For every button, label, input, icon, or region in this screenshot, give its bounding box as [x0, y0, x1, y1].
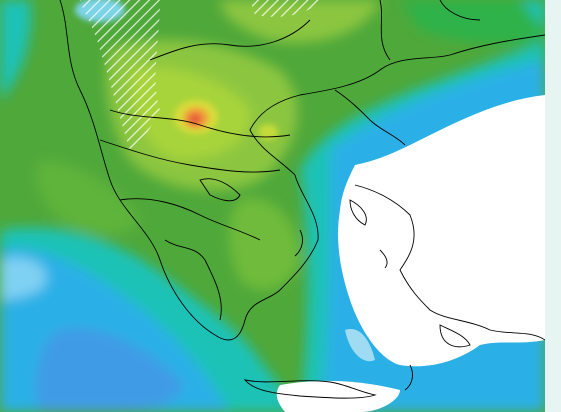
map-field — [0, 0, 545, 412]
light-rain-area — [345, 329, 375, 362]
dry-area — [276, 380, 400, 412]
dry-area — [338, 95, 545, 367]
hatched-area — [250, 0, 320, 17]
hatched-area — [80, 0, 160, 150]
outlines — [59, 0, 545, 399]
